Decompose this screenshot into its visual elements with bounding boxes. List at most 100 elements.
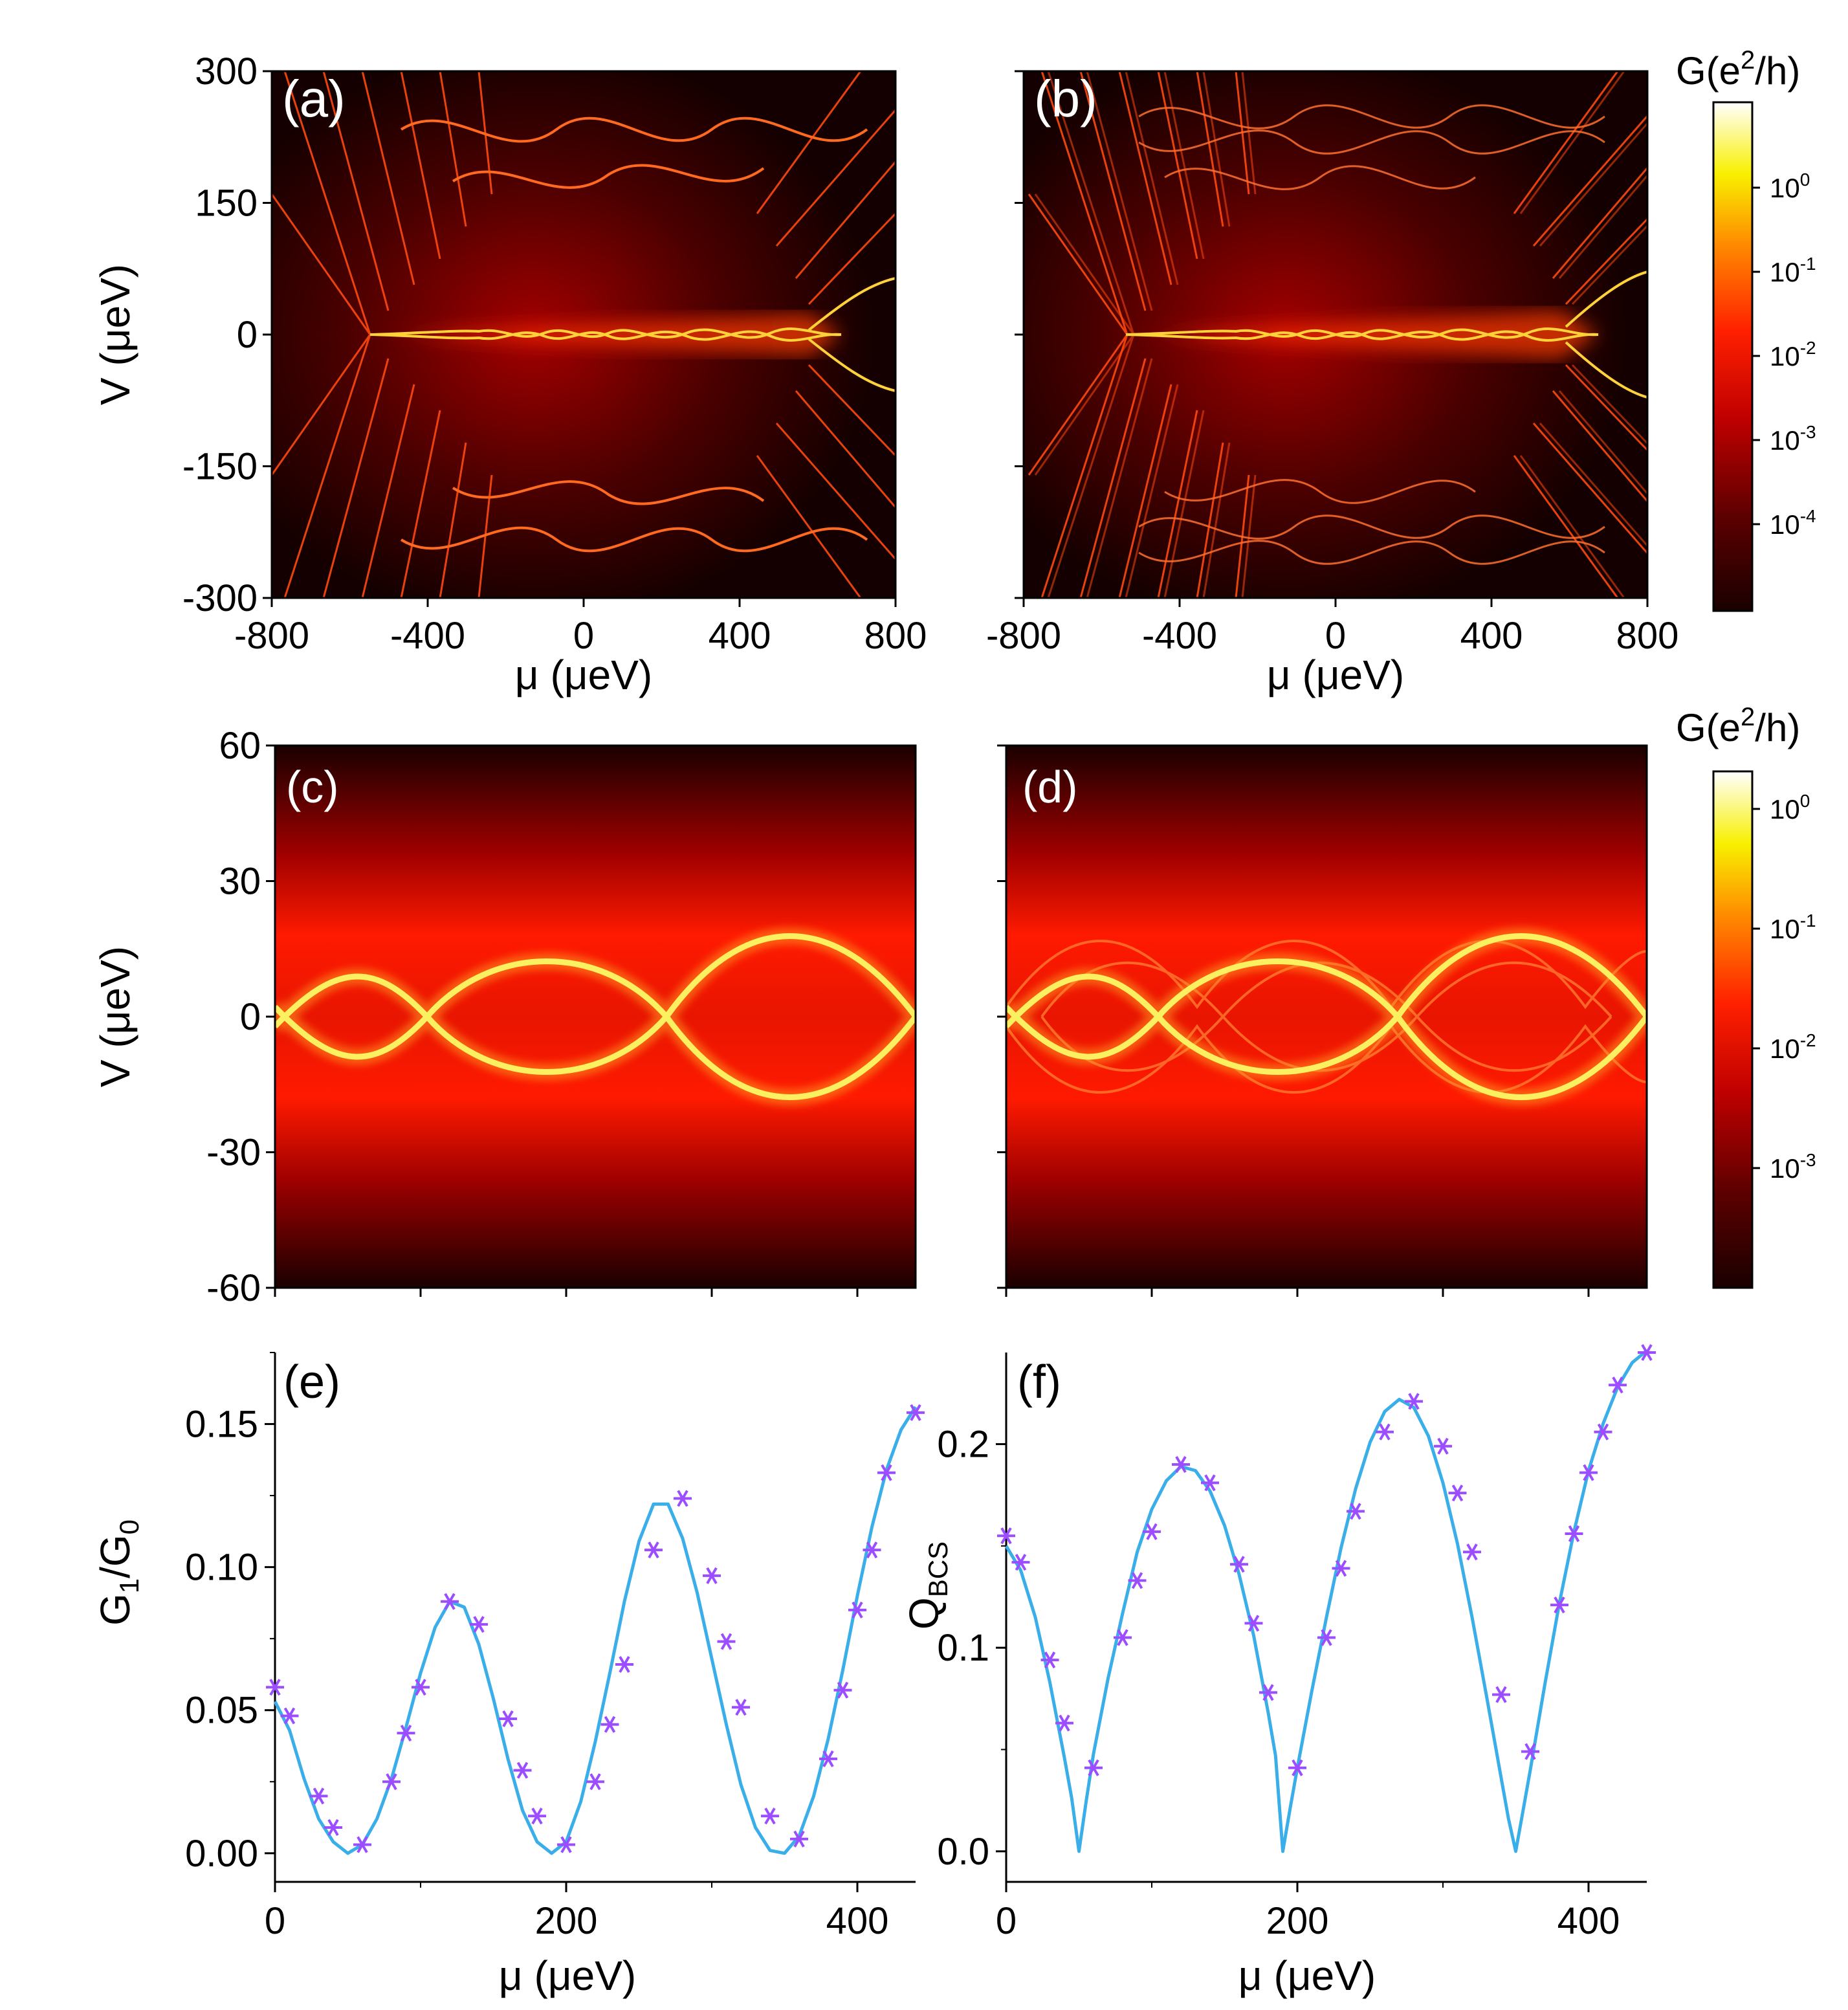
colorbar-top-title: G(e2/h) [1676,46,1800,93]
b-x-tick-label: 400 [1460,615,1523,657]
panel-d: (d) [997,744,1648,1297]
panel-e-xlabel: μ (μeV) [499,1952,636,1999]
panel-a: 300 150 0 -150 -300 -800 -400 0 400 800 (a) μ (μ… [92,50,927,698]
colorbar-top-tick-label: 10-1 [1770,254,1816,287]
b-x-tick-label: -800 [986,615,1061,657]
f-data-marker [1520,1742,1541,1761]
colorbar-mid-tick-label: 10-1 [1770,911,1816,944]
e-y-tick-label: 0.10 [185,1547,258,1589]
panel-e-x-axis: 0 200 400 [265,1882,889,1942]
panel-b-y-axis [1015,70,1024,599]
c-y-tick-label: 0 [240,996,261,1038]
e-data-marker [716,1632,737,1651]
e-data-marker [439,1592,460,1611]
c-y-tick-label: -30 [206,1132,261,1174]
colorbar-top-tick-label: 10-4 [1770,506,1816,540]
b-x-tick-label: 800 [1616,615,1679,657]
f-data-marker [1433,1437,1453,1455]
f-y-tick-label: 0.0 [937,1831,989,1873]
a-x-tick-label: 800 [864,615,927,657]
a-y-tick-label: 0 [237,314,258,356]
panel-a-y-axis: 300 150 0 -150 -300 [182,50,272,619]
e-y-tick-label: 0.00 [185,1833,258,1875]
colorbar-mid: G(e2/h) 100 10-1 10-2 10-3 [1676,703,1816,1289]
a-x-tick-label: -800 [234,615,309,657]
panel-f-plot [996,1343,1657,1853]
panel-c-x-axis [274,1288,859,1297]
panel-a-label: (a) [282,70,346,127]
a-y-tick-label: 150 [195,182,258,225]
panel-b-x-axis: -800 -400 0 400 800 [986,598,1678,657]
colorbar-mid-title: G(e2/h) [1676,703,1800,749]
colorbar-top-tick-label: 100 [1770,170,1810,203]
panel-e-plot [265,1403,926,1855]
panel-c-label: (c) [286,762,339,812]
e-data-marker [760,1807,780,1826]
a-x-tick-label: -400 [390,615,465,657]
e-data-marker [599,1715,621,1734]
e-data-marker [614,1655,635,1673]
colorbar-mid-ticks: 100 10-1 10-2 10-3 [1752,791,1816,1184]
a-y-tick-label: 300 [195,50,258,93]
panel-b-xlabel: μ (μeV) [1267,652,1404,698]
panel-d-x-axis [1005,1288,1590,1297]
colorbar-mid-tick-label: 10-2 [1770,1030,1816,1064]
e-x-tick-label: 0 [265,1900,285,1942]
panel-e-label: (e) [283,1356,340,1408]
a-y-tick-label: -150 [182,446,258,488]
a-x-tick-label: 0 [573,615,594,657]
panel-a-features [272,71,896,598]
b-x-tick-label: 0 [1325,615,1346,657]
panel-c: 60 30 0 -30 -60 (c) V (μeV) [92,725,917,1309]
panel-f-xlabel: μ (μeV) [1238,1952,1376,1999]
e-data-marker [585,1773,606,1791]
panel-f-x-axis: 0 200 400 [996,1882,1620,1942]
panel-d-features [1006,936,1647,1098]
panel-f-y-axis: 0.2 0.1 0.0 [937,1424,1006,1873]
panel-c-features [275,936,916,1098]
f-data-marker [1462,1543,1482,1562]
panel-f: 0.2 0.1 0.0 0 200 400 (f) μ (μeV) QBCS [901,1343,1657,1999]
e-data-marker [498,1710,518,1728]
c-y-tick-label: 60 [219,725,261,767]
e-data-marker [847,1600,868,1619]
panel-e: 0.15 0.10 0.05 0.00 0 200 400 (e) μ (μeV) G1/… [92,1352,926,1999]
e-data-marker [643,1541,664,1560]
f-y-tick-label: 0.1 [937,1627,989,1669]
a-x-tick-label: 400 [709,615,771,657]
colorbar-top-gradient [1712,101,1754,612]
e-x-tick-label: 400 [826,1900,889,1942]
panel-c-ylabel: V (μeV) [92,946,138,1087]
e-data-marker [701,1566,722,1585]
panel-a-ylabel: V (μeV) [92,264,138,405]
f-data-marker [1491,1685,1512,1704]
panel-a-xlabel: μ (μeV) [515,652,652,698]
panel-c-y-axis: 60 30 0 -30 -60 [206,725,275,1309]
panel-d-heatmap [1006,745,1647,1288]
panel-b: -800 -400 0 400 800 (b) μ (μeV) [986,70,1678,698]
colorbar-mid-gradient [1712,770,1754,1289]
f-data-marker [1636,1343,1657,1362]
e-x-tick-label: 200 [535,1900,598,1942]
panel-d-y-axis [997,744,1006,1289]
panel-a-x-axis: -800 -400 0 400 800 [234,598,927,657]
e-analytic-line [273,1406,918,1855]
panel-d-label: (d) [1022,762,1078,812]
e-data-marker [672,1489,693,1508]
colorbar-top-tick-label: 10-3 [1770,422,1816,456]
b-x-tick-label: -400 [1142,615,1217,657]
panel-b-label: (b) [1034,70,1097,127]
c-y-tick-label: 30 [219,861,261,903]
panel-f-ylabel: QBCS [901,1541,953,1629]
f-x-tick-label: 0 [996,1900,1017,1942]
e-y-tick-label: 0.15 [185,1404,258,1446]
e-data-marker [512,1761,533,1780]
e-data-marker [731,1698,751,1717]
f-y-tick-label: 0.2 [937,1424,989,1466]
panel-b-features [1028,71,1647,598]
colorbar-top-tick-label: 10-2 [1770,338,1816,371]
colorbar-top: G(e2/h) 100 10-1 10-2 10-3 10-4 [1676,46,1816,612]
panel-e-y-axis: 0.15 0.10 0.05 0.00 [185,1352,275,1875]
f-x-tick-label: 200 [1266,1900,1329,1942]
